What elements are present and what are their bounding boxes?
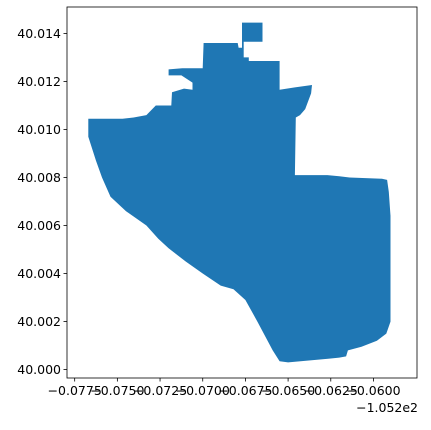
y-axis-ticks: 40.000 40.002 40.004 40.006 40.008 40.010 40.0… [17, 26, 67, 377]
y-tick-label: 40.004 [17, 266, 61, 281]
x-tick-label: −0.0625 [304, 383, 358, 398]
x-tick-label: −0.0775 [48, 383, 102, 398]
y-tick-label: 40.006 [17, 218, 61, 233]
axes-frame [66, 6, 418, 379]
x-tick-label: −0.0750 [90, 383, 144, 398]
x-tick-label: −0.0650 [261, 383, 315, 398]
x-tick-label: −0.0675 [218, 383, 272, 398]
x-tick-label: −0.0700 [176, 383, 230, 398]
y-tick-label: 40.012 [17, 74, 61, 89]
x-tick-label: −0.0725 [133, 383, 187, 398]
x-tick-label: −0.0600 [346, 383, 400, 398]
map-polygon-layer [88, 22, 391, 363]
y-tick-label: 40.002 [17, 314, 61, 329]
x-axis-offset-label: −1.052e2 [356, 400, 418, 415]
y-tick-label: 40.014 [17, 26, 61, 41]
boundary-polygon [88, 22, 391, 363]
y-tick-label: 40.008 [17, 170, 61, 185]
y-tick-label: 40.000 [17, 362, 61, 377]
y-tick-label: 40.010 [17, 122, 61, 137]
axes [66, 6, 418, 379]
x-axis-ticks: −0.0775−0.0750−0.0725−0.0700−0.0675−0.06… [48, 378, 401, 398]
